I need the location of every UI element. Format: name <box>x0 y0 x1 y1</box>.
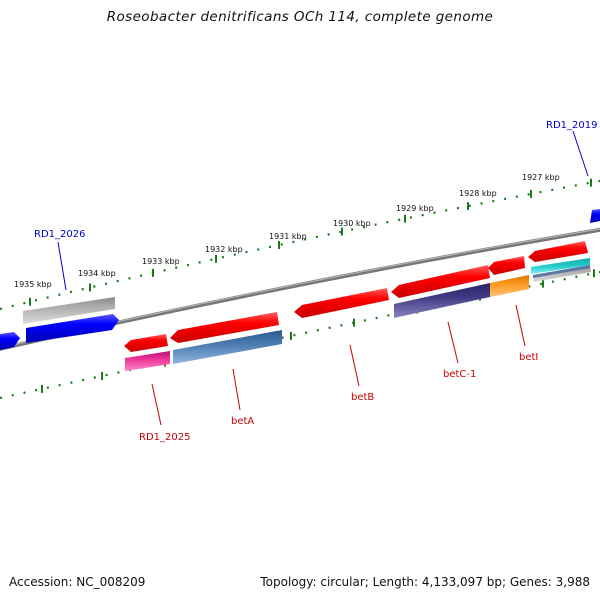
cds-arrow-rd1-2026[interactable] <box>26 314 119 343</box>
orange-feature[interactable] <box>490 275 529 297</box>
gray-feature[interactable] <box>23 297 115 324</box>
cds-arrow-right[interactable] <box>528 241 588 262</box>
steelblue-feature[interactable] <box>173 330 282 364</box>
gene-label-beta[interactable]: betA <box>231 416 254 427</box>
scale-label: 1932 kbp <box>205 245 243 254</box>
gene-label-rd1-2019[interactable]: RD1_2019 <box>546 120 597 131</box>
forward-features <box>0 209 600 350</box>
leader-rd1-2019 <box>572 130 589 177</box>
inner-tick-track <box>0 270 600 400</box>
cds-arrow-rd1-2025[interactable] <box>124 334 168 352</box>
scale-label: 1929 kbp <box>396 204 434 213</box>
cyan-feature[interactable] <box>531 258 590 274</box>
gene-label-beti[interactable]: betI <box>519 352 538 363</box>
gray-blue-feature-accent <box>533 265 590 278</box>
scale-label: 1933 kbp <box>142 257 180 266</box>
leader-betc-1 <box>447 321 459 364</box>
scale-label: 1935 kbp <box>14 280 52 289</box>
accession-label: Accession: NC_008209 <box>9 575 146 589</box>
leader-lines <box>57 130 589 426</box>
gene-label-betb[interactable]: betB <box>351 392 374 403</box>
outer-tick-track <box>0 179 600 311</box>
leader-beta <box>232 368 241 411</box>
gene-label-rd1-2026[interactable]: RD1_2026 <box>34 229 85 240</box>
gene-label-betc-1[interactable]: betC-1 <box>443 369 476 380</box>
cds-arrow-partial-left[interactable] <box>0 332 20 350</box>
scale-label: 1934 kbp <box>78 269 116 278</box>
leader-betb <box>349 344 360 387</box>
scale-label: 1927 kbp <box>522 173 560 182</box>
cds-arrow-beti[interactable] <box>488 256 525 275</box>
gene-label-rd1-2025[interactable]: RD1_2025 <box>139 432 190 443</box>
gene-labels: RD1_2019 RD1_2026 RD1_2025 betA betB bet… <box>34 120 597 443</box>
figure-title: Roseobacter denitrificans OCh 114, compl… <box>106 9 494 25</box>
indigo-feature[interactable] <box>394 283 490 318</box>
leader-rd1-2025 <box>151 383 162 426</box>
scale-label: 1931 kbp <box>269 232 307 241</box>
scale-label: 1930 kbp <box>333 219 371 228</box>
cds-arrow-beta[interactable] <box>170 312 279 343</box>
leader-rd1-2026 <box>57 241 67 291</box>
cds-arrow-betb[interactable] <box>294 288 389 318</box>
leader-beti <box>515 304 526 347</box>
scale-labels: 1927 kbp 1928 kbp 1929 kbp 1930 kbp 1931… <box>14 173 560 289</box>
scale-label: 1928 kbp <box>459 189 497 198</box>
cds-arrow-betc-1[interactable] <box>391 265 490 298</box>
genome-summary: Topology: circular; Length: 4,133,097 bp… <box>260 575 590 589</box>
cds-arrow-rd1-2019[interactable] <box>590 209 600 223</box>
reverse-features <box>124 241 591 371</box>
magenta-feature[interactable] <box>125 351 170 371</box>
